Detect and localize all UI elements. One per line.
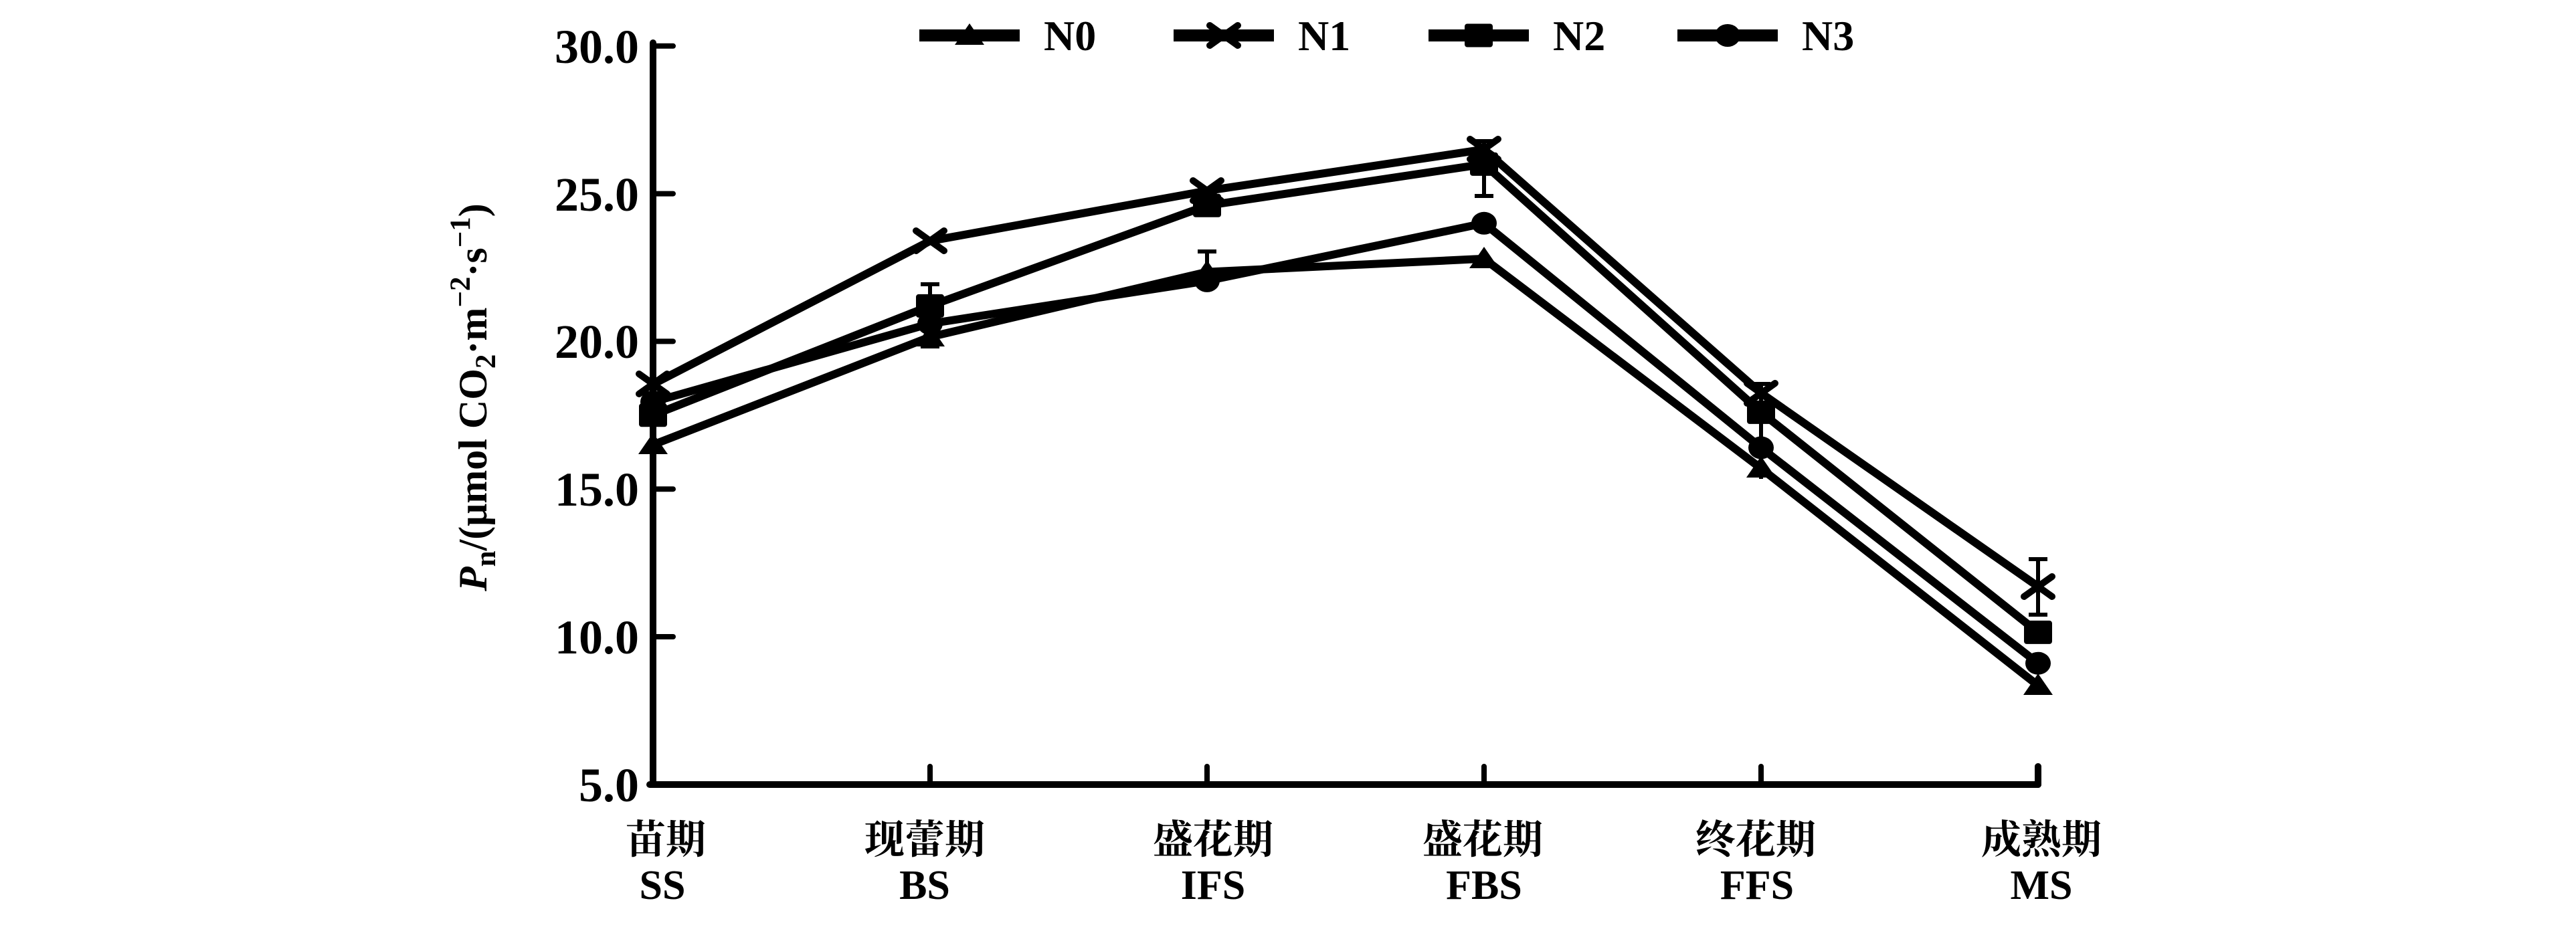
svg-text:10.0: 10.0 [555, 611, 639, 664]
svg-text:MS: MS [2011, 863, 2073, 908]
svg-text:15.0: 15.0 [555, 463, 639, 516]
svg-text:FFS: FFS [1720, 863, 1794, 908]
svg-text:N1: N1 [1298, 12, 1350, 60]
svg-text:20.0: 20.0 [555, 315, 639, 369]
svg-text:Pn/(μmol CO2·m−2·s−1): Pn/(μmol CO2·m−2·s−1) [445, 203, 502, 592]
svg-text:SS: SS [640, 863, 686, 908]
svg-text:BS: BS [899, 863, 950, 908]
svg-text:5.0: 5.0 [579, 758, 639, 812]
svg-text:30.0: 30.0 [555, 20, 639, 74]
svg-text:N3: N3 [1802, 12, 1854, 60]
svg-text:25.0: 25.0 [555, 168, 639, 221]
svg-text:N2: N2 [1553, 12, 1605, 60]
svg-text:N0: N0 [1044, 12, 1096, 60]
svg-text:IFS: IFS [1181, 863, 1245, 908]
svg-text:FBS: FBS [1446, 863, 1522, 908]
